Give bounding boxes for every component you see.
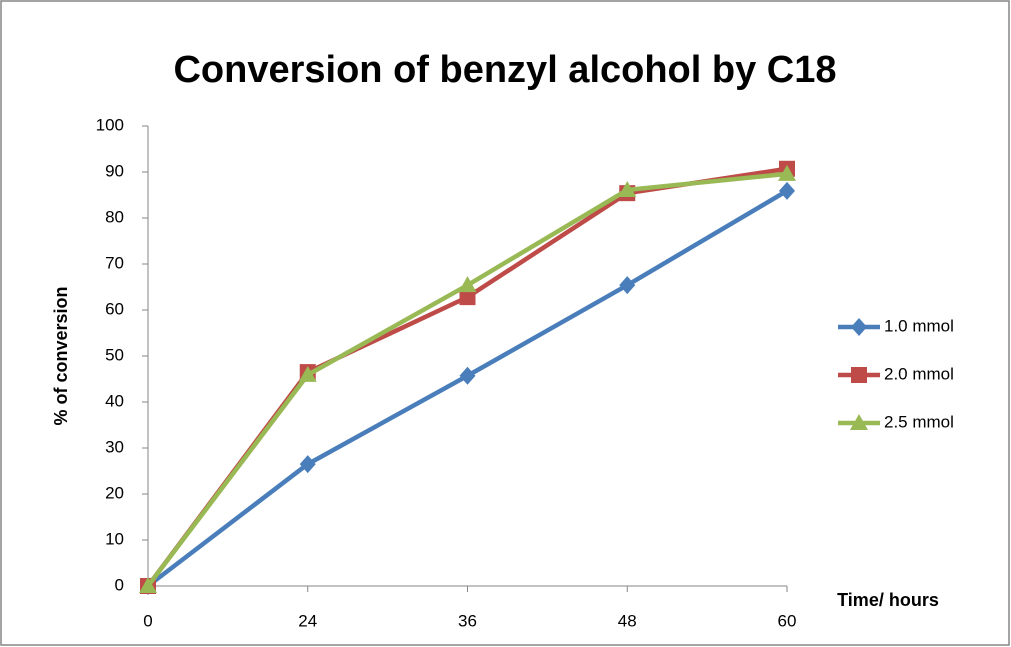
x-tick-label: 48 xyxy=(618,611,637,630)
x-tick-label: 60 xyxy=(778,611,797,630)
legend-label: 1.0 mmol xyxy=(884,316,954,335)
y-tick-label: 20 xyxy=(105,483,124,502)
chart-title: Conversion of benzyl alcohol by C18 xyxy=(173,49,836,91)
data-point xyxy=(779,181,795,200)
y-tick-label: 10 xyxy=(105,529,124,548)
y-tick-label: 100 xyxy=(96,115,124,134)
data-point xyxy=(458,276,477,293)
legend-marker xyxy=(851,367,867,383)
legend-marker xyxy=(851,318,867,336)
legend-label: 2.5 mmol xyxy=(884,412,954,431)
data-point xyxy=(778,164,796,181)
y-tick-label: 30 xyxy=(105,437,124,456)
data-point xyxy=(459,366,476,385)
x-tick-label: 36 xyxy=(458,611,477,630)
y-tick-label: 40 xyxy=(105,391,124,410)
x-axis-title: Time/ hours xyxy=(837,590,939,610)
legend-label: 2.0 mmol xyxy=(884,364,954,383)
data-point xyxy=(299,455,316,474)
x-tick-label: 0 xyxy=(143,611,152,630)
y-tick-label: 60 xyxy=(105,299,124,318)
data-point xyxy=(618,180,637,197)
x-tick-label: 24 xyxy=(298,611,317,630)
legend-marker xyxy=(850,414,868,430)
y-tick-label: 50 xyxy=(105,345,124,364)
y-tick-label: 90 xyxy=(105,161,124,180)
data-point xyxy=(139,577,157,593)
y-axis-title: % of conversion xyxy=(51,286,71,425)
data-point xyxy=(298,365,317,382)
data-point xyxy=(459,289,476,306)
y-tick-label: 70 xyxy=(105,253,124,272)
y-tick-label: 0 xyxy=(115,575,124,594)
y-tick-label: 80 xyxy=(105,207,124,226)
data-point xyxy=(619,276,636,295)
